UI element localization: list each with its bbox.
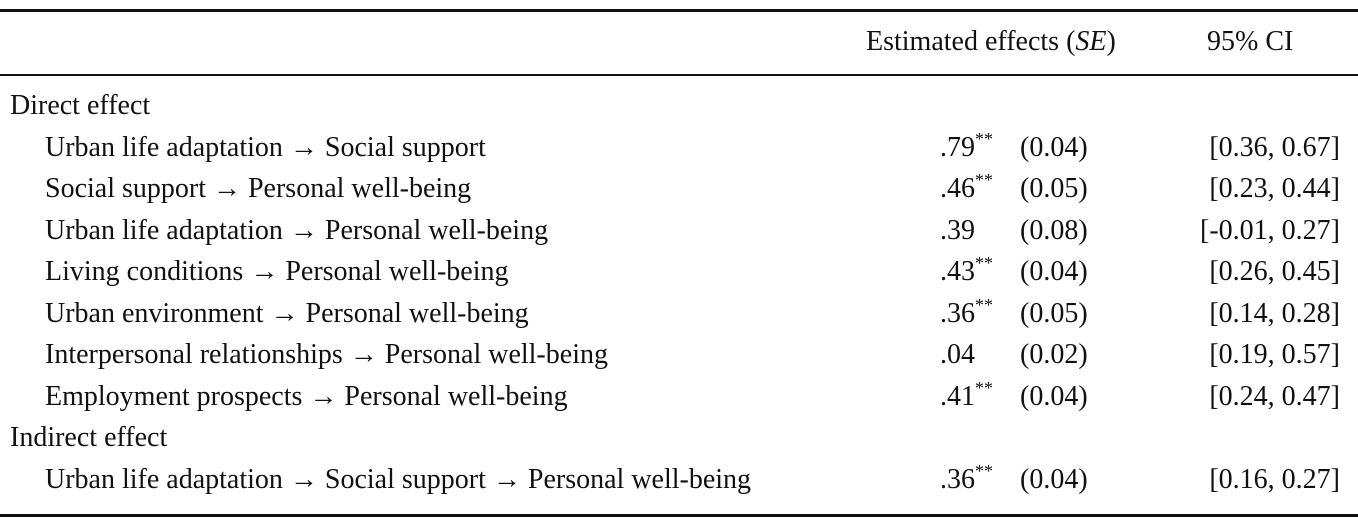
confidence-interval: [0.19, 0.57] [1209,339,1340,370]
row-label: Employment prospects → Personal well-bei… [45,380,568,412]
estimate-value: .39 [940,214,975,246]
estimate-value: .43 [940,256,975,287]
estimate: .41** [940,377,993,415]
section-title: Indirect effect [10,422,168,453]
header-ci: 95% CI [1207,26,1294,57]
row-label: Living conditions → Personal well-being [45,256,509,287]
significance: ** [975,460,993,481]
standard-error: (0.04) [1020,131,1088,163]
header-italic: SE [1075,26,1107,57]
confidence-interval: [0.16, 0.27] [1209,463,1340,495]
standard-error: (0.02) [1020,339,1088,370]
row-label: Interpersonal relationships → Personal w… [45,339,608,370]
standard-error: (0.05) [1020,297,1088,329]
estimate-value: .04 [940,339,975,370]
row-label: Social support → Personal well-being [45,173,472,204]
standard-error: (0.04) [1020,463,1088,495]
significance: ** [975,294,993,315]
header-effects: Estimated effects (SE) [866,26,1116,58]
header-text: ) [1106,26,1116,57]
estimate-value: .36 [940,297,975,329]
confidence-interval: [0.26, 0.45] [1209,256,1340,287]
standard-error: (0.04) [1020,380,1088,412]
estimate: .43** [940,253,993,290]
row-label: Urban life adaptation → Personal well-be… [45,214,549,246]
section-title: Direct effect [10,90,151,121]
header-rule [0,74,1358,76]
significance: ** [975,128,993,149]
significance: ** [975,170,993,190]
row-label: Urban environment → Personal well-being [45,297,529,329]
estimate: .39 [940,215,975,247]
confidence-interval: [0.36, 0.67] [1209,131,1340,163]
estimate-value: .41 [940,380,975,412]
estimate: .46** [940,170,993,207]
estimate: .36** [940,460,993,498]
estimate: .79** [940,128,993,166]
confidence-interval: [0.23, 0.44] [1209,173,1340,204]
confidence-interval: [0.24, 0.47] [1209,380,1340,412]
row-label: Urban life adaptation → Social support [45,131,486,163]
estimate: .04 [940,339,975,371]
estimate-value: .36 [940,463,975,495]
row-label: Urban life adaptation → Social support →… [45,463,752,495]
estimate-value: .46 [940,173,975,204]
significance: ** [975,253,993,273]
standard-error: (0.04) [1020,256,1088,287]
confidence-interval: [0.14, 0.28] [1209,297,1340,329]
standard-error: (0.08) [1020,214,1088,246]
header-text: Estimated effects ( [866,26,1076,57]
estimate-value: .79 [940,131,975,163]
standard-error: (0.05) [1020,173,1088,204]
estimate: .36** [940,294,993,332]
bottom-rule [0,514,1358,517]
significance: ** [975,377,993,398]
top-rule [0,9,1358,12]
confidence-interval: [-0.01, 0.27] [1200,214,1340,246]
